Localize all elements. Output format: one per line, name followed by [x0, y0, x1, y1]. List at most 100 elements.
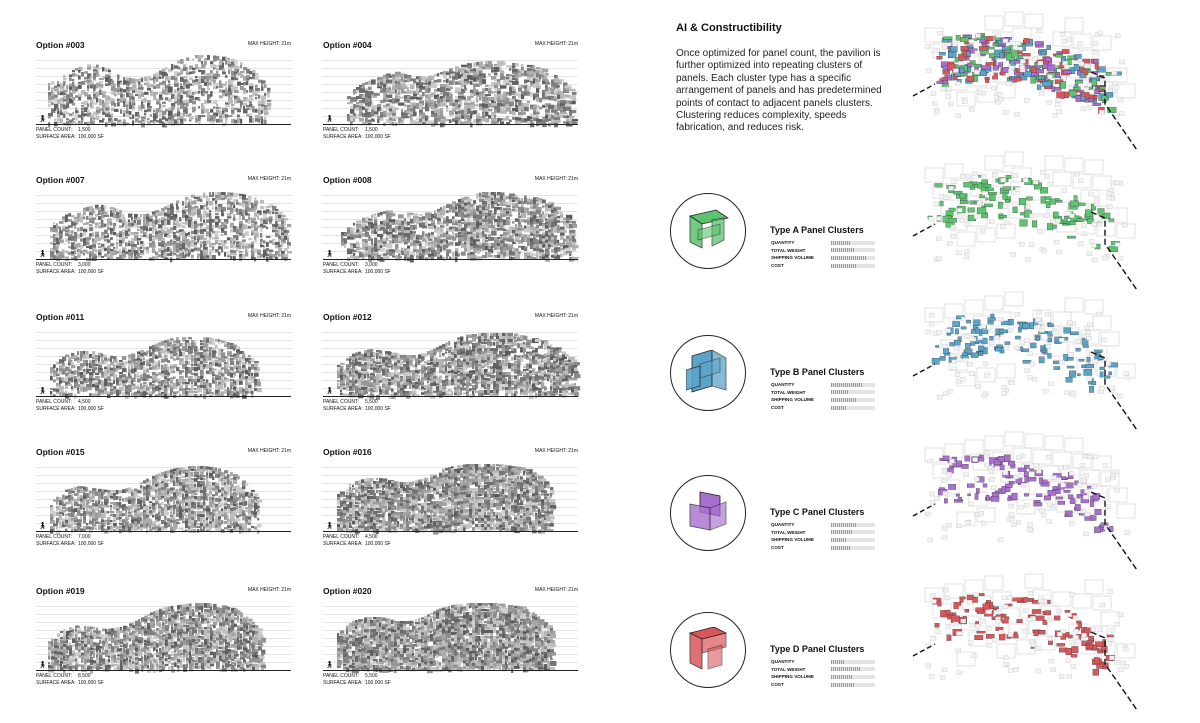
panel-mark: [182, 352, 186, 356]
panel-mark: [442, 371, 448, 374]
panel-mark: [433, 351, 437, 356]
panel-mark: [518, 251, 521, 254]
panel-mark: [496, 360, 500, 364]
panel-mark: [180, 83, 182, 88]
panel-mark: [491, 204, 496, 209]
panel-mark: [140, 250, 144, 255]
panel-mark: [89, 245, 93, 250]
panel-mark: [416, 85, 422, 89]
panel-mark: [500, 109, 507, 114]
panel-mark: [137, 354, 141, 357]
panel-mark: [512, 220, 515, 224]
panel-mark: [361, 377, 365, 381]
panel-mark: [101, 255, 105, 258]
panel-mark: [155, 376, 158, 382]
panel-mark: [257, 249, 261, 253]
panel-mark: [110, 382, 113, 387]
panel-mark: [419, 100, 424, 106]
panel-mark: [464, 99, 469, 105]
panel-mark: [173, 247, 178, 251]
panel-mark: [131, 247, 136, 252]
panel-mark: [340, 365, 344, 371]
panel-mark: [263, 213, 266, 216]
panel-mark: [179, 376, 184, 381]
panel-mark: [200, 367, 203, 372]
panel-mark: [527, 243, 529, 247]
panel-mark: [221, 379, 226, 383]
panel-mark: [221, 382, 225, 386]
panel-mark: [227, 387, 230, 393]
panel-mark: [500, 246, 506, 251]
panel-mark: [394, 365, 399, 370]
panel-mark: [569, 88, 576, 92]
panel-mark: [134, 358, 139, 361]
panel-mark: [152, 350, 155, 355]
panel-mark: [355, 367, 358, 372]
panel-mark: [341, 238, 347, 243]
panel-mark: [358, 387, 361, 392]
panel-mark: [134, 385, 139, 390]
panel-mark: [164, 358, 169, 362]
panel-mark: [548, 205, 553, 208]
panel-mark: [466, 394, 469, 398]
panel-mark: [189, 71, 194, 74]
panel-mark: [131, 253, 134, 256]
panel-mark: [170, 239, 173, 243]
panel-mark: [521, 246, 526, 251]
panel-mark: [530, 113, 537, 117]
panel-mark: [482, 76, 485, 79]
panel-mark: [401, 229, 407, 235]
panel-mark: [74, 370, 77, 374]
panel-mark: [425, 85, 430, 90]
panel-mark: [177, 72, 181, 76]
panel-mark: [439, 360, 445, 365]
panel-mark: [415, 364, 418, 369]
panel-mark: [376, 388, 379, 393]
panel-mark: [72, 96, 76, 101]
panel-mark: [132, 78, 136, 84]
panel-mark: [204, 79, 208, 82]
panel-mark: [545, 206, 552, 211]
panel-mark: [54, 85, 58, 89]
panel-mark: [505, 360, 510, 364]
panel-mark: [536, 115, 539, 120]
panel-mark: [78, 75, 81, 80]
option-card: Option #012 MAX HEIGHT: 21m 🚶︎ PANEL COU…: [323, 312, 581, 442]
panel-mark: [159, 76, 162, 79]
panel-mark: [404, 242, 408, 245]
panel-mark: [401, 250, 405, 255]
panel-mark: [203, 391, 208, 395]
panel-mark: [164, 218, 169, 221]
panel-mark: [99, 107, 104, 112]
panel-mark: [212, 219, 215, 223]
panel-mark: [248, 219, 251, 224]
panel-mark: [512, 247, 515, 252]
panel-mark: [350, 246, 353, 250]
panel-mark: [200, 382, 205, 387]
panel-mark: [410, 84, 415, 90]
panel-mark: [251, 366, 255, 370]
panel-mark: [183, 106, 188, 110]
panel-mark: [107, 379, 112, 382]
panel-mark: [227, 198, 231, 203]
panel-mark: [144, 118, 147, 123]
panel-mark: [418, 387, 424, 391]
panel-mark: [425, 97, 429, 100]
panel-mark: [434, 73, 439, 77]
panel-mark: [518, 239, 524, 244]
panel-mark: [467, 231, 473, 235]
panel-mark: [185, 235, 187, 239]
panel-mark: [362, 86, 365, 89]
panel-mark: [117, 101, 120, 107]
panel-mark: [138, 84, 143, 89]
panel-mark: [59, 365, 63, 369]
scale-figures-icon: 🚶︎: [38, 116, 47, 123]
panel-mark: [365, 252, 371, 257]
panel-mark: [506, 98, 509, 101]
panel-mark: [509, 238, 515, 242]
panel-mark: [182, 343, 186, 345]
panel-mark: [416, 240, 420, 243]
panel-mark: [401, 109, 403, 114]
panel-mark: [473, 233, 479, 237]
panel-mark: [183, 76, 188, 79]
